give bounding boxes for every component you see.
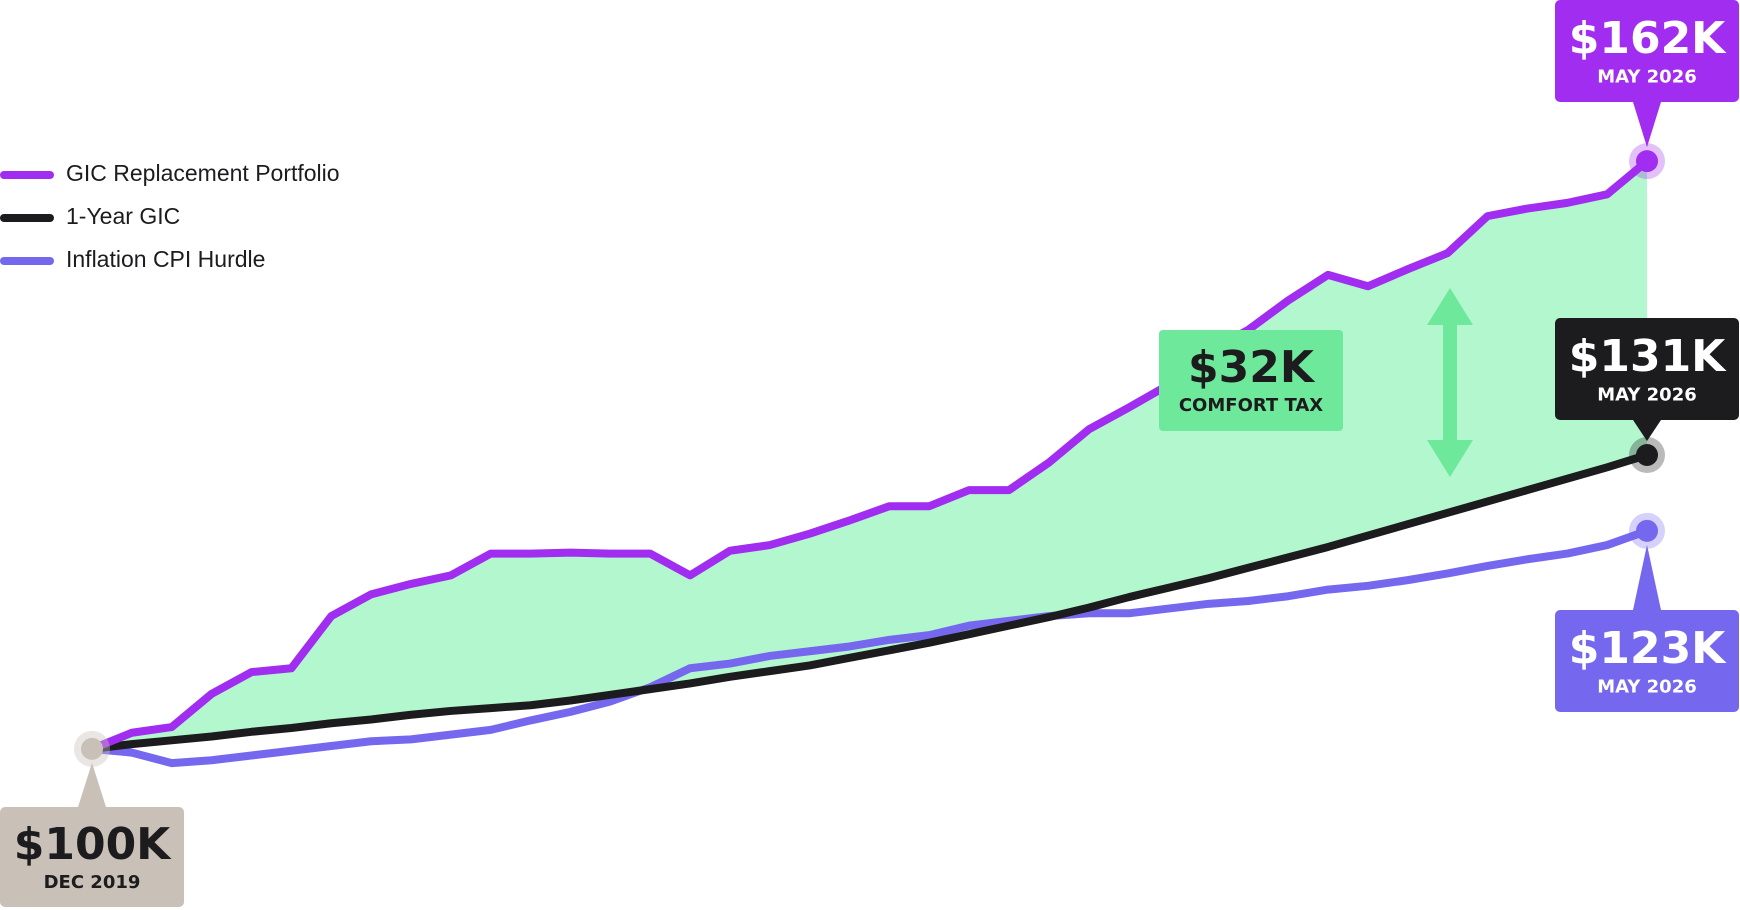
end-dot: [1636, 444, 1658, 466]
annotation-text: COMFORT TAX: [1179, 395, 1323, 416]
series-line: [88, 157, 1651, 753]
annotation-arrow-shaft: [1443, 315, 1457, 451]
legend-label: Inflation CPI Hurdle: [66, 246, 265, 272]
annotation-box: [1159, 330, 1343, 431]
series-line: [88, 526, 1651, 768]
end-callout-value: $123K: [1569, 623, 1727, 674]
end-callout-pointer: [1633, 102, 1661, 148]
legend-label: GIC Replacement Portfolio: [66, 160, 340, 186]
start-callout-date: DEC 2019: [44, 872, 141, 893]
end-callout-box: [1555, 0, 1739, 102]
legend-label: 1-Year GIC: [66, 203, 180, 229]
annotation-arrow-head: [1427, 440, 1473, 477]
gap-area: [92, 161, 1647, 749]
end-callout-box: [1555, 318, 1739, 420]
end-dot: [1636, 150, 1658, 173]
end-dot: [1636, 519, 1658, 542]
end-callout-pointer: [1633, 544, 1661, 610]
start-callout-value: $100K: [14, 819, 172, 870]
annotation-arrow-head: [1427, 288, 1473, 325]
end-callout-value: $162K: [1569, 13, 1727, 64]
annotation-value: $32K: [1188, 342, 1316, 393]
start-dot: [81, 737, 103, 760]
end-callout-box: [1555, 610, 1739, 712]
end-callout-pointer: [1633, 420, 1661, 441]
end-callout-date: MAY 2026: [1597, 677, 1697, 698]
start-callout-box: [0, 807, 184, 907]
end-callout-date: MAY 2026: [1597, 67, 1697, 88]
start-callout-pointer: [78, 762, 106, 807]
series-line: [88, 451, 1651, 753]
end-callout-value: $131K: [1569, 331, 1727, 382]
end-callout-date: MAY 2026: [1597, 385, 1697, 406]
